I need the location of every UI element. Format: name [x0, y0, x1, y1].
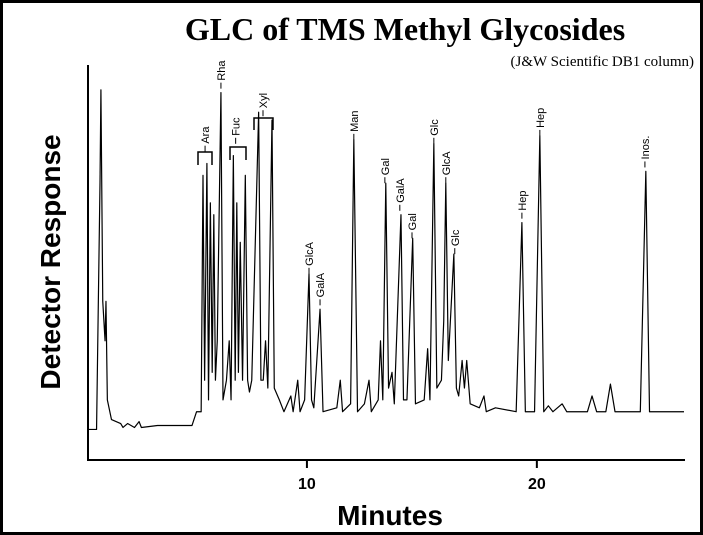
peak-label: GlcA: [304, 241, 316, 266]
x-axis-label: Minutes: [337, 500, 443, 531]
peak-label: GalA: [315, 272, 327, 297]
trace: [88, 89, 684, 431]
peak-label: Man: [349, 110, 361, 131]
x-tick-label: 10: [298, 476, 316, 493]
peak-label: GlcA: [441, 151, 453, 176]
peak-label: Ara: [200, 126, 212, 144]
peak-label: Glc: [450, 229, 462, 246]
chart-title: GLC of TMS Methyl Glycosides: [185, 11, 625, 47]
peak-label: Gal: [380, 158, 392, 175]
peak-label: Fuc: [231, 117, 243, 136]
bracket: [253, 117, 274, 130]
peak-label: Hep: [517, 190, 529, 210]
chart-subtitle: (J&W Scientific DB1 column): [511, 54, 694, 70]
peak-label: Gal: [407, 213, 419, 230]
peak-label: Inos.: [640, 136, 652, 160]
x-tick-label: 20: [528, 476, 546, 493]
bracket: [197, 151, 213, 165]
peak-label: Hep: [535, 108, 547, 128]
peak-label: Rha: [216, 60, 228, 81]
peak-label: Xyl: [258, 93, 270, 108]
y-axis-label: Detector Response: [35, 134, 66, 389]
bracket: [229, 146, 247, 160]
peak-label: Glc: [429, 119, 441, 136]
peak-label: GalA: [395, 178, 407, 203]
